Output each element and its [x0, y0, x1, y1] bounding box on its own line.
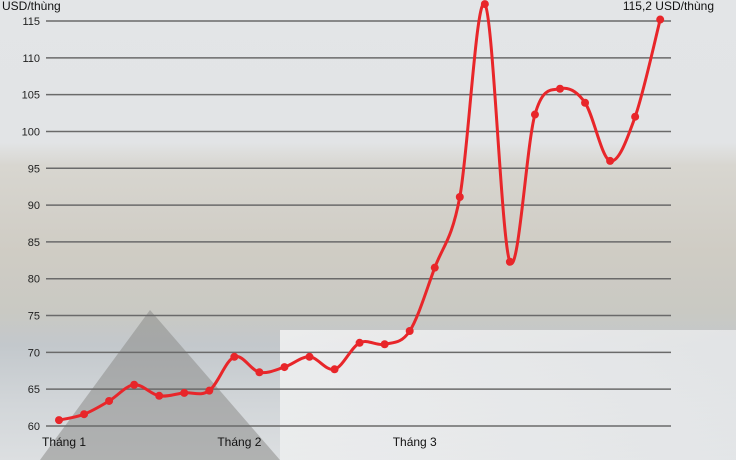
data-point — [205, 386, 214, 395]
x-tick-label: Tháng 3 — [393, 435, 437, 449]
data-point — [556, 84, 564, 93]
y-axis-label: USD/thùng — [2, 0, 61, 13]
data-point — [430, 263, 439, 272]
data-point — [581, 98, 590, 107]
y-tick-label: 90 — [28, 200, 40, 212]
y-tick-label: 110 — [22, 53, 40, 65]
y-tick-label: 80 — [28, 274, 40, 286]
data-point — [606, 156, 615, 165]
data-point — [656, 15, 665, 24]
y-tick-label: 60 — [28, 421, 40, 433]
y-tick-label: 105 — [22, 90, 40, 102]
data-point — [631, 112, 640, 121]
y-tick-label: 115 — [22, 16, 40, 28]
data-point — [455, 192, 464, 201]
data-point — [130, 380, 139, 389]
data-point — [505, 257, 514, 266]
data-point — [380, 340, 389, 349]
data-point — [355, 338, 364, 347]
data-point — [480, 0, 489, 9]
data-point — [530, 110, 539, 119]
y-tick-label: 95 — [28, 163, 40, 175]
y-tick-label: 65 — [28, 384, 40, 396]
data-point — [280, 363, 289, 372]
x-tick-label: Tháng 2 — [217, 435, 261, 449]
data-point — [105, 396, 114, 405]
y-tick-label: 85 — [28, 237, 40, 249]
data-point — [405, 327, 414, 336]
data-point — [330, 365, 339, 374]
price-line — [58, 2, 662, 422]
data-point — [255, 368, 264, 377]
y-tick-label: 70 — [28, 347, 40, 359]
pier-road — [40, 310, 280, 460]
x-tick-label: Tháng 1 — [42, 435, 86, 449]
last-value-annotation: 115,2 USD/thùng — [623, 0, 714, 13]
data-point — [80, 410, 89, 419]
data-point — [230, 352, 239, 361]
data-point — [305, 352, 314, 361]
y-tick-label: 100 — [22, 126, 40, 138]
y-tick-label: 75 — [28, 311, 40, 323]
data-point — [180, 388, 189, 397]
data-point — [55, 416, 63, 425]
data-point — [155, 391, 164, 400]
